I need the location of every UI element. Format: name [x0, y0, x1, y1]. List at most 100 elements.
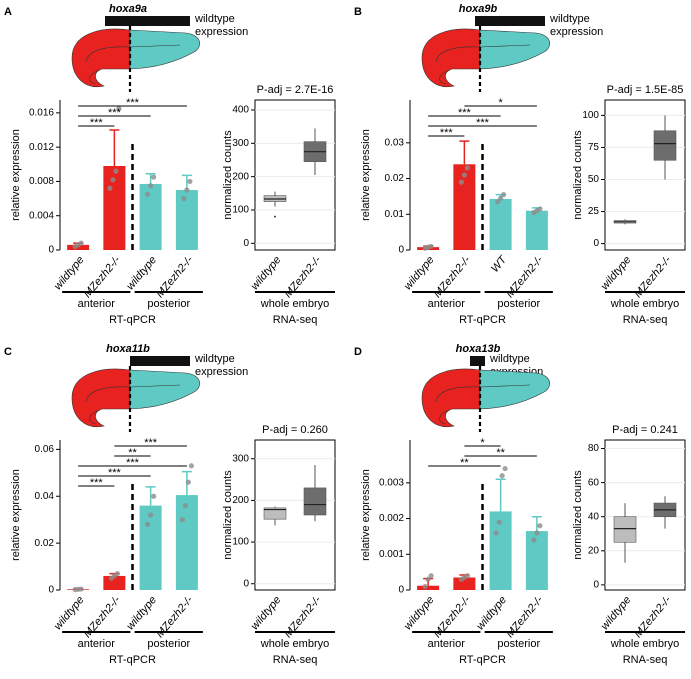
- panel-label: A: [4, 6, 12, 18]
- data-point: [148, 512, 154, 518]
- x-tick-label: MZezh2-/-: [154, 594, 196, 640]
- data-point: [185, 479, 191, 485]
- data-point: [107, 185, 113, 191]
- y-tick-label: 0.06: [35, 444, 55, 455]
- gene-name: hoxa9b: [459, 3, 498, 15]
- x-tick-label: MZezh2-/-: [282, 594, 324, 640]
- y-tick-label: 0.001: [379, 549, 404, 560]
- bar: [139, 505, 162, 590]
- bar: [175, 190, 198, 250]
- data-point: [145, 521, 151, 527]
- significance-label: ***: [476, 117, 490, 129]
- data-point: [114, 570, 120, 577]
- data-point: [151, 493, 157, 499]
- significance-label: **: [460, 457, 469, 469]
- error-bar: [459, 140, 470, 165]
- embryo-outline: [435, 384, 531, 425]
- data-point: [148, 183, 154, 189]
- bar: [525, 531, 548, 590]
- gene-name: hoxa13b: [456, 343, 501, 355]
- x-tick-label: wildtype: [124, 594, 159, 632]
- data-point: [501, 192, 507, 198]
- group-label: posterior: [147, 638, 190, 650]
- y-axis-label: relative expression: [360, 469, 372, 561]
- embryo-anterior: [71, 368, 131, 428]
- significance-label: ***: [108, 107, 122, 119]
- embryo-posterior: [129, 29, 200, 70]
- error-bar: [145, 172, 156, 184]
- data-point: [531, 537, 537, 543]
- y-tick-label: 25: [588, 206, 600, 217]
- data-point: [181, 195, 187, 202]
- legend-text: expression: [550, 26, 603, 38]
- data-point: [502, 465, 508, 472]
- significance-label: *: [480, 437, 485, 449]
- data-point: [145, 191, 151, 197]
- significance-label: ***: [126, 457, 140, 469]
- method-label: RT-qPCR: [459, 654, 506, 666]
- significance-label: ***: [126, 97, 140, 109]
- significance-label: ***: [90, 477, 104, 489]
- expression-domain: [105, 16, 190, 26]
- y-tick-label: 0: [593, 238, 599, 249]
- significance-label: ***: [440, 127, 454, 139]
- data-point: [179, 517, 185, 523]
- group-label: anterior: [78, 298, 116, 310]
- x-tick-label: MZezh2-/-: [282, 254, 324, 300]
- data-point: [184, 187, 190, 193]
- x-tick-label: wildtype: [52, 594, 87, 632]
- panel-label: C: [4, 346, 12, 358]
- error-bar: [109, 129, 120, 166]
- bar: [175, 495, 198, 590]
- data-point: [537, 523, 543, 529]
- method-label: RNA-seq: [273, 654, 318, 666]
- group-label: posterior: [147, 298, 190, 310]
- data-point: [464, 165, 470, 171]
- method-label: RNA-seq: [623, 314, 668, 326]
- data-point: [496, 519, 502, 525]
- y-tick-label: 100: [232, 205, 249, 216]
- box: [653, 130, 677, 161]
- bar: [139, 184, 162, 250]
- data-point: [464, 573, 470, 579]
- y-tick-label: 0.03: [385, 137, 405, 148]
- x-tick-label: wildtype: [52, 254, 87, 292]
- expression-domain: [130, 356, 190, 366]
- legend-text: wildtype: [489, 353, 530, 365]
- y-tick-label: 20: [588, 545, 600, 556]
- outlier: [274, 215, 276, 218]
- error-bar: [495, 478, 506, 512]
- embryo-anterior: [421, 28, 481, 88]
- significance-label: **: [496, 447, 505, 459]
- data-point: [113, 168, 119, 174]
- x-tick-label: MZezh2-/-: [504, 594, 546, 640]
- y-tick-label: 0.02: [35, 538, 55, 549]
- method-label: RNA-seq: [623, 654, 668, 666]
- y-tick-label: 0: [398, 585, 404, 596]
- embryo-outline: [85, 44, 181, 85]
- y-tick-label: 40: [588, 511, 600, 522]
- y-axis-label: normalized counts: [572, 130, 584, 220]
- expression-domain: [470, 356, 485, 366]
- y-tick-label: 0.016: [29, 107, 54, 118]
- data-point: [110, 177, 116, 183]
- plot-frame: [254, 99, 336, 251]
- bar: [453, 164, 476, 250]
- bar: [525, 210, 548, 250]
- data-point: [461, 172, 467, 178]
- embryo-posterior: [129, 369, 200, 410]
- x-tick-label: wildtype: [249, 594, 284, 632]
- legend-text: wildtype: [549, 13, 590, 25]
- x-tick-label: wildtype: [249, 254, 284, 292]
- data-point: [425, 576, 431, 582]
- box: [263, 507, 287, 520]
- y-tick-label: 0.008: [29, 176, 54, 187]
- x-tick-label: wildtype: [402, 594, 437, 632]
- method-label: RNA-seq: [273, 314, 318, 326]
- x-tick-label: wildtype: [474, 594, 509, 632]
- x-tick-label: MZezh2-/-: [154, 254, 196, 300]
- x-tick-label: MZezh2-/-: [81, 594, 123, 640]
- y-tick-label: 0.002: [379, 513, 404, 524]
